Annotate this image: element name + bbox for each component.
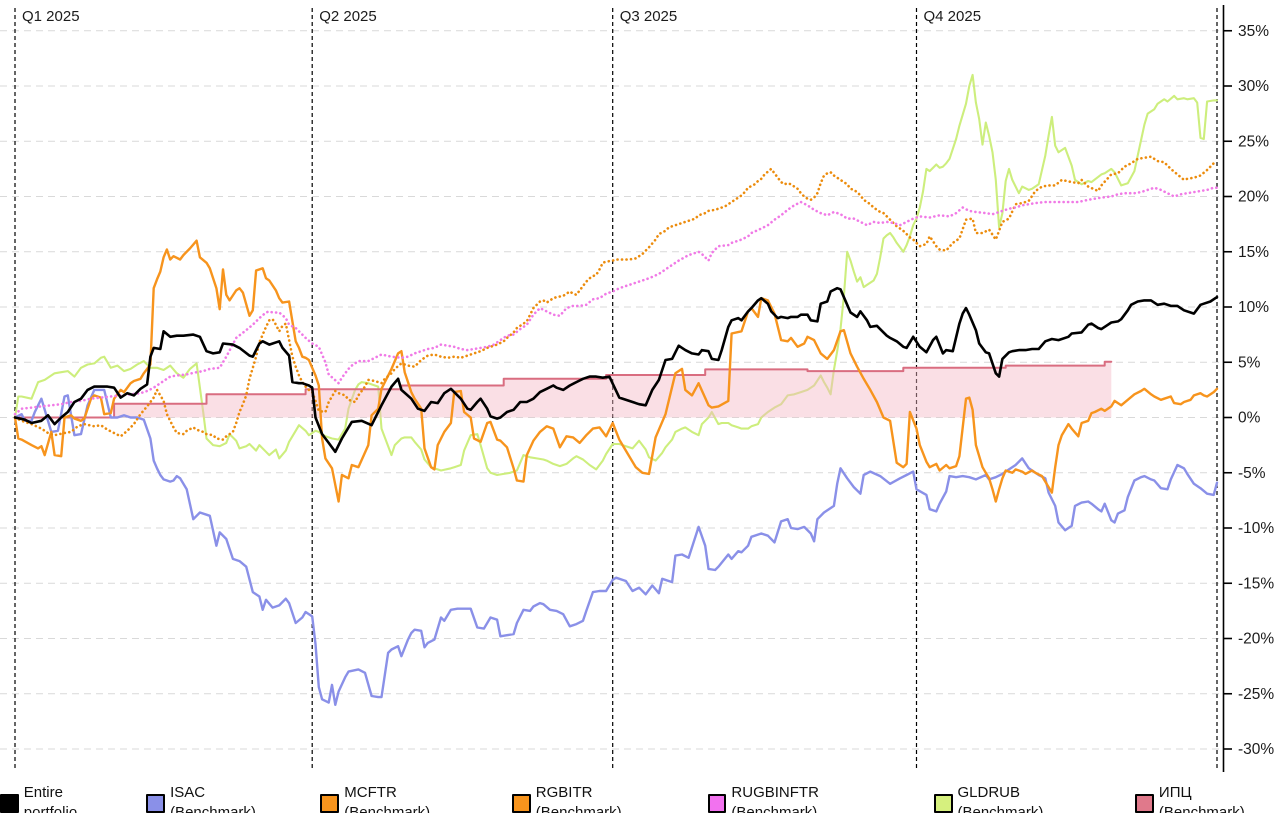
legend-item-rugbinftr-benchmark-[interactable]: RUGBINFTR (Benchmark) (707, 783, 907, 813)
legend-label: RUGBINFTR (Benchmark) (731, 784, 819, 813)
series-line-rugbinftr-benchmark- (13, 186, 1219, 416)
legend-label: Entire portfolio (23, 784, 78, 813)
legend-swatch-icon (146, 793, 166, 813)
y-axis-tick-label-5: 5% (1238, 354, 1261, 371)
legend-swatch-icon (933, 793, 953, 813)
y-axis-tick-label-35: 35% (1238, 23, 1269, 40)
quarter-label-1: Q1 2025 (22, 8, 80, 25)
y-axis-tick-label-30: 30% (1238, 78, 1269, 95)
legend-label: MCFTR (Benchmark) (344, 784, 431, 813)
legend-item-ипц-benchmark-[interactable]: ИПЦ (Benchmark) (1135, 783, 1280, 813)
y-axis-tick-label--10: -10% (1238, 520, 1274, 537)
quarter-label-3: Q3 2025 (620, 8, 678, 25)
y-axis-tick-label-20: 20% (1238, 189, 1269, 206)
legend-label: ISAC (Benchmark) (170, 784, 256, 813)
legend-label: RGBITR (Benchmark) (535, 784, 622, 813)
legend-item-isac-benchmark-[interactable]: ISAC (Benchmark) (146, 783, 293, 813)
series-line-gldrub-benchmark- (13, 73, 1219, 477)
legend-item-mcftr-benchmark-[interactable]: MCFTR (Benchmark) (320, 783, 485, 813)
legend-swatch-icon (707, 793, 727, 813)
y-axis-tick-label-15: 15% (1238, 244, 1269, 261)
legend-item-rgbitr-benchmark-[interactable]: RGBITR (Benchmark) (511, 783, 681, 813)
chart-legend: Entire portfolio ISAC (Benchmark) MCFTR (B… (0, 783, 1280, 813)
y-axis-tick-label-0: 0% (1238, 410, 1261, 427)
y-axis-tick-label--30: -30% (1238, 741, 1274, 758)
y-axis-tick-label--20: -20% (1238, 631, 1274, 648)
y-axis-tick-label--25: -25% (1238, 686, 1274, 703)
cumulative-return-chart: Q1 2025 Q2 2025 Q3 2025 Q4 2025 35% 30% 25% 20%… (0, 5, 1274, 772)
legend-swatch-icon (0, 793, 19, 813)
series-line-entire-portfolio (13, 286, 1219, 454)
y-axis-tick-label-25: 25% (1238, 133, 1269, 150)
y-axis-tick-label-10: 10% (1238, 299, 1269, 316)
y-axis-tick-label--15: -15% (1238, 575, 1274, 592)
series-line-rgbitr-benchmark- (13, 155, 1219, 441)
legend-label: GLDRUB (Benchmark) (957, 784, 1044, 813)
y-axis-tick-label--5: -5% (1238, 465, 1266, 482)
legend-swatch-icon (320, 793, 340, 813)
series-line-isac-benchmark- (13, 388, 1219, 706)
legend-item-entire-portfolio[interactable]: Entire portfolio (0, 783, 119, 813)
legend-item-gldrub-benchmark-[interactable]: GLDRUB (Benchmark) (933, 783, 1108, 813)
quarter-label-2: Q2 2025 (319, 8, 377, 25)
legend-label: ИПЦ (Benchmark) (1158, 784, 1245, 813)
legend-swatch-icon (511, 793, 531, 813)
quarter-label-4: Q4 2025 (924, 8, 982, 25)
series-line-mcftr-benchmark- (13, 239, 1219, 503)
legend-swatch-icon (1135, 793, 1154, 813)
